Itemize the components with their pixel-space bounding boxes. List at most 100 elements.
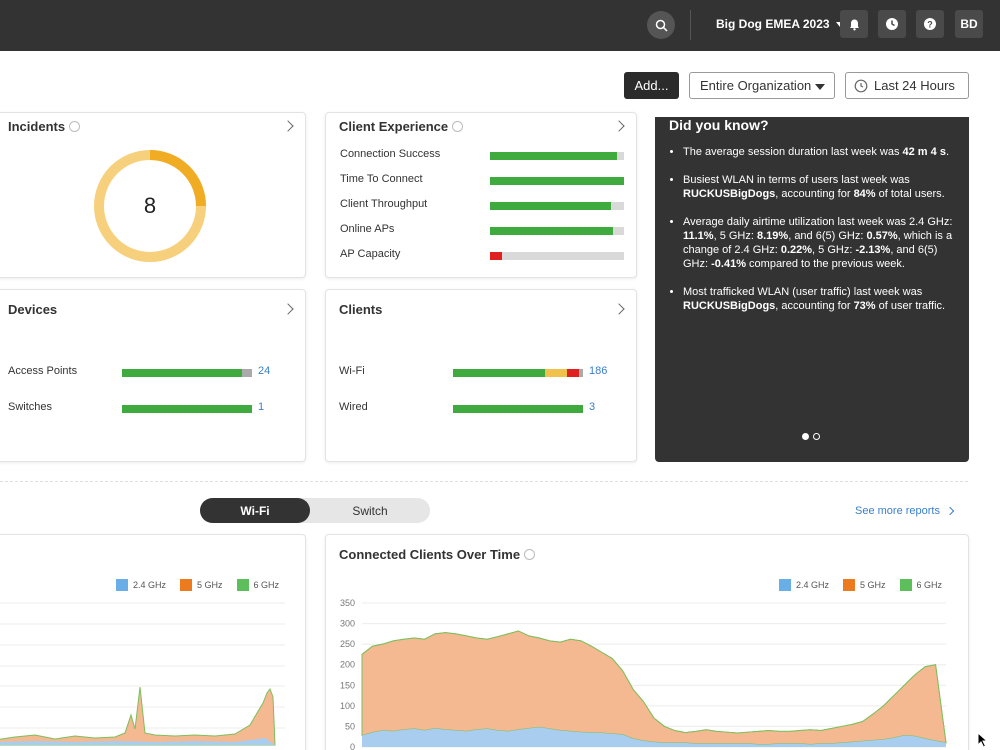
chevron-right-icon[interactable] xyxy=(613,303,625,315)
org-selector[interactable]: Big Dog EMEA 2023 xyxy=(716,17,844,31)
notifications-button[interactable] xyxy=(840,10,868,38)
top-bar: Big Dog EMEA 2023 ? BD xyxy=(0,0,1000,51)
scope-dropdown[interactable]: Entire Organization xyxy=(689,72,835,99)
devices-card[interactable]: Devices Access Points 24 Switches 1 xyxy=(0,289,306,462)
legend-2-4ghz: 2.4 GHz xyxy=(779,579,829,591)
help-button[interactable]: ? xyxy=(916,10,944,38)
carousel-dot-2[interactable] xyxy=(813,433,820,440)
history-icon xyxy=(452,121,464,133)
ce-metric-bar xyxy=(490,202,624,210)
y-tick-label: 200 xyxy=(340,660,355,670)
legend-5ghz: 5 GHz xyxy=(843,579,886,591)
ce-metric-label: Time To Connect xyxy=(340,173,423,185)
did-you-know-title: Did you know? xyxy=(669,117,769,133)
org-name: Big Dog EMEA 2023 xyxy=(716,17,830,31)
y-tick-label: 0 xyxy=(350,742,355,750)
tab-switch[interactable]: Switch xyxy=(352,503,388,518)
legend-label: 6 GHz xyxy=(916,580,943,590)
left-chart-legend: 2.4 GHz 5 GHz 6 GHz xyxy=(116,579,279,591)
ce-metric-fill xyxy=(490,177,624,185)
legend-label: 2.4 GHz xyxy=(133,580,167,590)
divider xyxy=(690,10,691,40)
report-type-toggle: Wi-Fi Switch xyxy=(200,498,430,523)
wired-clients-label: Wired xyxy=(339,401,368,413)
connected-clients-card[interactable]: Connected Clients Over Time 2.4 GHz 5 GH… xyxy=(325,534,969,750)
access-points-label: Access Points xyxy=(8,365,78,377)
switches-label: Switches xyxy=(8,401,53,413)
ce-metric-bar xyxy=(490,177,624,185)
mouse-cursor-icon xyxy=(977,732,989,748)
history-icon xyxy=(524,549,536,561)
add-button[interactable]: Add... xyxy=(624,72,679,99)
legend-label: 5 GHz xyxy=(197,580,223,590)
switches-bar xyxy=(122,405,252,413)
switches-count[interactable]: 1 xyxy=(258,401,265,413)
help-icon: ? xyxy=(924,18,936,30)
donut-arc xyxy=(149,150,206,207)
wifi-clients-label: Wi-Fi xyxy=(339,365,365,377)
did-you-know-item: Most trafficked WLAN (user traffic) last… xyxy=(683,285,959,313)
y-tick-label: 50 xyxy=(345,721,355,731)
incidents-title: Incidents xyxy=(8,119,66,134)
incidents-card[interactable]: Incidents 8 xyxy=(0,112,306,278)
legend-5ghz: 5 GHz xyxy=(180,579,223,591)
left-chart-card: 2.4 GHz 5 GHz 6 GHz xyxy=(0,534,306,750)
carousel-dots xyxy=(802,433,820,440)
legend-label: 5 GHz xyxy=(860,580,886,590)
chevron-right-icon[interactable] xyxy=(613,120,625,132)
series-area-2-4ghz xyxy=(362,727,946,747)
svg-text:?: ? xyxy=(927,20,933,30)
ce-metric-bar xyxy=(490,227,624,235)
wifi-clients-count[interactable]: 186 xyxy=(589,365,608,377)
clock-icon xyxy=(854,79,868,93)
user-avatar[interactable]: BD xyxy=(955,10,983,38)
ce-metric-fill xyxy=(490,227,614,235)
access-points-bar xyxy=(122,369,252,377)
ce-metric-bar xyxy=(490,252,624,260)
client-experience-card[interactable]: Client Experience Connection Success Time… xyxy=(325,112,637,278)
legend-label: 2.4 GHz xyxy=(796,580,830,590)
time-range-dropdown[interactable]: Last 24 Hours xyxy=(845,72,969,99)
section-divider xyxy=(0,481,968,482)
wired-clients-count[interactable]: 3 xyxy=(589,401,596,413)
bell-icon xyxy=(849,19,859,30)
ce-metric-label: Client Throughput xyxy=(340,198,428,210)
chart-title: Connected Clients Over Time xyxy=(339,547,521,562)
client-experience-title: Client Experience xyxy=(339,119,449,134)
access-points-count[interactable]: 24 xyxy=(258,365,271,377)
did-you-know-item: Busiest WLAN in terms of users last week… xyxy=(683,173,959,201)
ce-metric-bar xyxy=(490,152,624,160)
legend-2-4ghz: 2.4 GHz xyxy=(116,579,166,591)
incident-count: 8 xyxy=(143,193,157,218)
chevron-right-icon[interactable] xyxy=(282,303,294,315)
ce-metric-label: AP Capacity xyxy=(340,248,401,260)
chevron-right-icon xyxy=(945,506,955,516)
y-tick-label: 350 xyxy=(340,598,355,608)
search-button[interactable] xyxy=(647,11,675,39)
y-tick-label: 150 xyxy=(340,680,355,690)
connected-clients-plot: 0 50 100 150 200 250 300 350 xyxy=(340,598,947,750)
carousel-dot-1[interactable] xyxy=(802,433,809,440)
caret-down-icon xyxy=(835,22,844,28)
wifi-clients-bar xyxy=(453,369,583,377)
clock-icon xyxy=(886,18,898,30)
see-more-label: See more reports xyxy=(855,505,940,517)
legend-label: 6 GHz xyxy=(253,580,280,590)
history-button[interactable] xyxy=(878,10,906,38)
ce-metric-label: Connection Success xyxy=(340,148,441,160)
see-more-reports-link[interactable]: See more reports xyxy=(855,505,955,517)
scope-label: Entire Organization xyxy=(700,78,812,93)
ce-metric-fill xyxy=(490,152,618,160)
clients-card[interactable]: Clients Wi-Fi 186 Wired 3 xyxy=(325,289,637,462)
search-icon xyxy=(655,19,668,32)
caret-down-icon xyxy=(815,84,825,90)
did-you-know-item: Average daily airtime utilization last w… xyxy=(683,215,959,271)
did-you-know-list: The average session duration last week w… xyxy=(683,145,959,327)
legend-6ghz: 6 GHz xyxy=(236,579,280,591)
history-icon xyxy=(69,121,81,133)
chevron-right-icon[interactable] xyxy=(282,120,294,132)
y-tick-label: 250 xyxy=(340,639,355,649)
ce-metric-fill xyxy=(490,202,611,210)
tab-wifi[interactable]: Wi-Fi xyxy=(200,498,310,523)
did-you-know-panel: Did you know? The average session durati… xyxy=(655,117,969,462)
